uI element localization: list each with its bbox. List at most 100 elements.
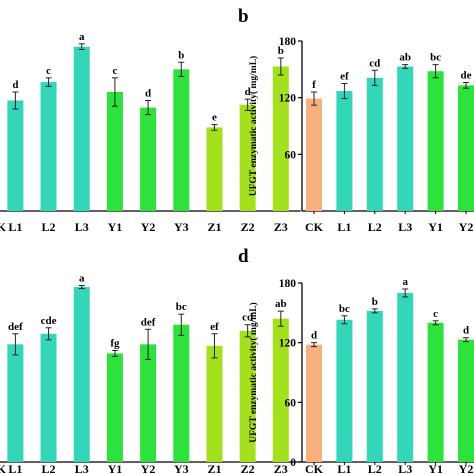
significance-label: a: [79, 31, 85, 43]
significance-label: d: [463, 325, 469, 337]
bar: [272, 66, 289, 211]
bar: [427, 71, 444, 211]
x-tick-label: Y3: [174, 220, 189, 234]
x-tick-label: L2: [368, 462, 382, 474]
y-tick-label: 120: [279, 338, 297, 350]
x-tick-label: Y3: [174, 462, 189, 474]
significance-label: c: [433, 308, 438, 320]
bar: [336, 319, 353, 462]
y-tick-label: 60: [285, 397, 297, 409]
significance-label: def: [8, 321, 23, 333]
significance-label: ef: [210, 321, 219, 333]
significance-label: ef: [340, 71, 349, 83]
y-tick-label: 180: [279, 36, 297, 48]
x-tick-label: Z2: [241, 220, 255, 234]
bar: [173, 69, 190, 211]
significance-label: bc: [430, 52, 441, 64]
bar: [140, 107, 157, 211]
significance-label: b: [278, 45, 284, 57]
bar: [366, 310, 383, 462]
bar: [306, 344, 322, 462]
x-tick-label: Y2: [141, 462, 156, 474]
significance-label: c: [46, 65, 51, 77]
bar: [73, 46, 90, 211]
x-tick-label: L1: [337, 462, 351, 474]
significance-label: fg: [110, 337, 120, 349]
y-tick-label: 120: [279, 93, 297, 105]
bar: [206, 345, 223, 462]
bar: [458, 339, 474, 462]
significance-label: bc: [176, 301, 187, 313]
significance-label: d: [12, 79, 18, 91]
y-tick-label: 60: [285, 149, 297, 161]
bar: [106, 353, 123, 462]
bar: [397, 66, 414, 211]
panel-letter: b: [238, 6, 249, 27]
significance-label: f: [312, 79, 316, 91]
bar: [140, 344, 157, 462]
bar: [366, 77, 383, 211]
x-tick-label: K: [0, 220, 7, 234]
bar: [336, 91, 353, 211]
significance-label: ab: [399, 52, 411, 64]
y-axis-label: UFGT enzymatic activity( mg/mL): [248, 302, 259, 442]
bar: [458, 85, 474, 211]
x-tick-label: Y2: [459, 462, 474, 474]
bar: [106, 92, 123, 211]
x-tick-label: Z2: [241, 462, 255, 474]
x-tick-label: Y1: [428, 220, 443, 234]
significance-label: ab: [275, 298, 287, 310]
significance-label: a: [402, 276, 408, 288]
y-tick-label: 0: [290, 457, 296, 469]
x-tick-label: Y1: [108, 220, 123, 234]
significance-label: de: [461, 70, 472, 82]
bar: [239, 330, 256, 462]
significance-label: b: [372, 296, 378, 308]
bar: [40, 333, 57, 462]
x-tick-label: Z3: [274, 462, 288, 474]
x-tick-label: Z1: [207, 462, 221, 474]
significance-label: b: [178, 49, 184, 61]
x-tick-label: K: [0, 462, 7, 474]
panel-letter: d: [238, 246, 249, 267]
significance-label: a: [79, 273, 85, 285]
x-tick-label: L3: [75, 220, 89, 234]
x-tick-label: L3: [398, 220, 412, 234]
significance-label: d: [245, 86, 251, 98]
x-tick-label: L3: [75, 462, 89, 474]
bar: [306, 98, 322, 211]
bar: [7, 344, 24, 462]
bar: [40, 82, 57, 211]
x-tick-label: L3: [398, 462, 412, 474]
y-axis-label: UFGT enzymatic activity( mg/mL): [248, 56, 259, 196]
x-tick-label: L2: [368, 220, 382, 234]
chart-panel-d: d 0 60 120 180 UFGT enzymatic activity( mg/mL…: [238, 246, 474, 474]
x-tick-label: CK: [305, 462, 324, 474]
x-tick-label: Y2: [141, 220, 156, 234]
bar: [239, 104, 256, 211]
x-tick-label: Z3: [274, 220, 288, 234]
bar: [73, 287, 90, 462]
bar: [206, 127, 223, 211]
significance-label: cde: [41, 315, 57, 327]
significance-label: c: [112, 65, 117, 77]
significance-label: d: [145, 88, 151, 100]
x-tick-label: L1: [8, 462, 22, 474]
x-tick-label: L2: [42, 220, 56, 234]
x-tick-label: Y1: [108, 462, 123, 474]
bar: [7, 100, 24, 211]
x-tick-label: Z1: [207, 220, 221, 234]
significance-label: d: [311, 330, 317, 342]
chart-panel-b: b 60 120 180 UFGT enzymatic activity( mg/mL)…: [238, 6, 474, 234]
significance-label: cd: [242, 312, 253, 324]
bar: [272, 318, 289, 462]
y-tick-label: 180: [279, 278, 297, 290]
x-tick-label: Y2: [459, 220, 474, 234]
significance-label: bc: [339, 303, 350, 315]
bar: [427, 322, 444, 462]
chart-panel-upper-left: Kd L1 c L2 a L3 c Y1 d Y2 b Y3 e Z1 d Z2 b Z3: [0, 31, 301, 234]
bar: [173, 324, 190, 462]
x-tick-label: CK: [305, 220, 324, 234]
